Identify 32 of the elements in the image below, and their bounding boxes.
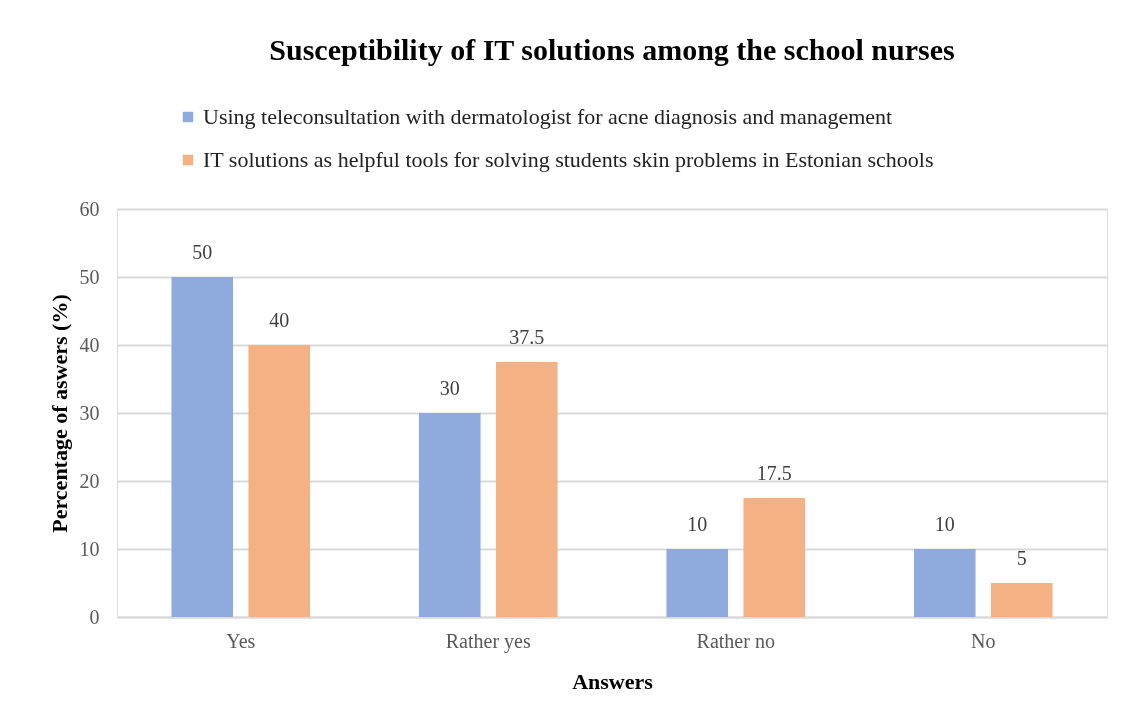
y-tick-label: 60: [79, 197, 100, 220]
data-label: 30: [439, 377, 460, 399]
bar: [171, 277, 234, 617]
bar: [248, 345, 311, 617]
data-label: 37.5: [509, 326, 545, 348]
legend-label: IT solutions as helpful tools for solving students skin problems in Estonian schools: [203, 147, 934, 172]
bar: [990, 583, 1053, 617]
bar: [418, 413, 481, 617]
y-tick-label: 30: [79, 401, 100, 424]
y-tick-label: 0: [89, 605, 100, 628]
x-tick-label: Rather no: [696, 629, 775, 652]
data-label: 5: [1016, 547, 1027, 569]
bar: [666, 549, 729, 617]
x-tick-label: No: [971, 629, 996, 652]
y-tick-label: 10: [79, 537, 100, 560]
data-label: 10: [687, 513, 708, 535]
y-axis-title: Percentage of aswers (%): [46, 294, 72, 533]
x-tick-label: Yes: [226, 629, 256, 652]
data-label: 10: [934, 513, 955, 535]
x-axis-title: Answers: [572, 668, 654, 694]
bar: [913, 549, 976, 617]
data-label: 50: [192, 241, 213, 263]
bar: [743, 498, 806, 617]
data-label: 40: [269, 309, 290, 331]
legend-label: Using teleconsultation with dermatologist for acne diagnosis and management: [203, 104, 893, 129]
x-tick-label: Rather yes: [445, 629, 531, 653]
chart-title: Susceptibility of IT solutions among the school nurses: [269, 33, 955, 66]
y-tick-label: 40: [79, 333, 100, 356]
y-tick-label: 50: [79, 265, 100, 288]
bar: [495, 362, 558, 617]
y-tick-label: 20: [79, 469, 100, 492]
data-label: 17.5: [756, 462, 792, 484]
